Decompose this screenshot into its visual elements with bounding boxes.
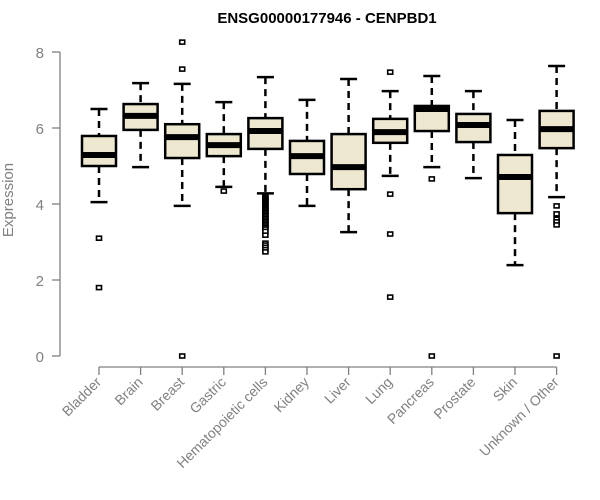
y-tick-label: 8 [36,45,44,62]
outlier-point [553,211,560,217]
box-group [455,89,492,180]
outlier-point [262,249,269,255]
x-tick-label: Lung [362,374,395,407]
outlier-point [95,235,103,241]
box-iqr [455,112,492,144]
outlier-point [262,232,269,238]
y-tick-label: 4 [36,197,44,214]
box-iqr [163,122,201,160]
outlier-point [553,353,560,359]
x-tick-label: Kidney [271,374,313,416]
box-group [330,77,367,234]
box-group [371,69,409,300]
box-group [288,98,326,208]
outlier-point [178,39,186,45]
outlier-point [553,222,560,228]
outlier-point [386,294,394,300]
y-tick-label: 0 [36,349,44,366]
box-iqr [80,134,118,168]
box-group [205,100,243,194]
outlier-point [386,191,394,197]
box-group [413,74,451,359]
x-tick-label: Skin [490,374,521,405]
outlier-point [553,203,560,209]
x-tick-label: Liver [321,374,354,407]
outlier-point [428,176,436,182]
outlier-point [178,66,186,72]
outlier-point [95,284,103,291]
x-tick-label: Unknown / Other [476,374,562,460]
box-iqr [496,153,534,215]
boxes [80,39,575,359]
box-group [247,75,284,255]
outlier-point [178,353,186,359]
y-axis: 0 2 4 6 8 [36,45,61,366]
box-group [496,118,534,267]
x-tick-label: Brain [111,374,145,408]
box-iqr [330,132,367,191]
chart-title: ENSG00000177946 - CENPBD1 [217,10,436,27]
outlier-point [220,188,228,194]
outlier-point [386,69,394,75]
box-group [80,107,118,291]
x-tick-label: Bladder [59,374,105,420]
box-group [538,64,575,359]
x-tick-label: Breast [147,374,187,414]
y-tick-label: 2 [36,273,44,290]
y-axis-label: Expression [0,163,17,237]
box-group [122,81,159,169]
box-group [163,39,201,359]
x-tick-label: Prostate [430,374,478,422]
outlier-point [386,231,394,237]
outlier-point [428,353,436,359]
y-tick-label: 6 [36,121,44,138]
